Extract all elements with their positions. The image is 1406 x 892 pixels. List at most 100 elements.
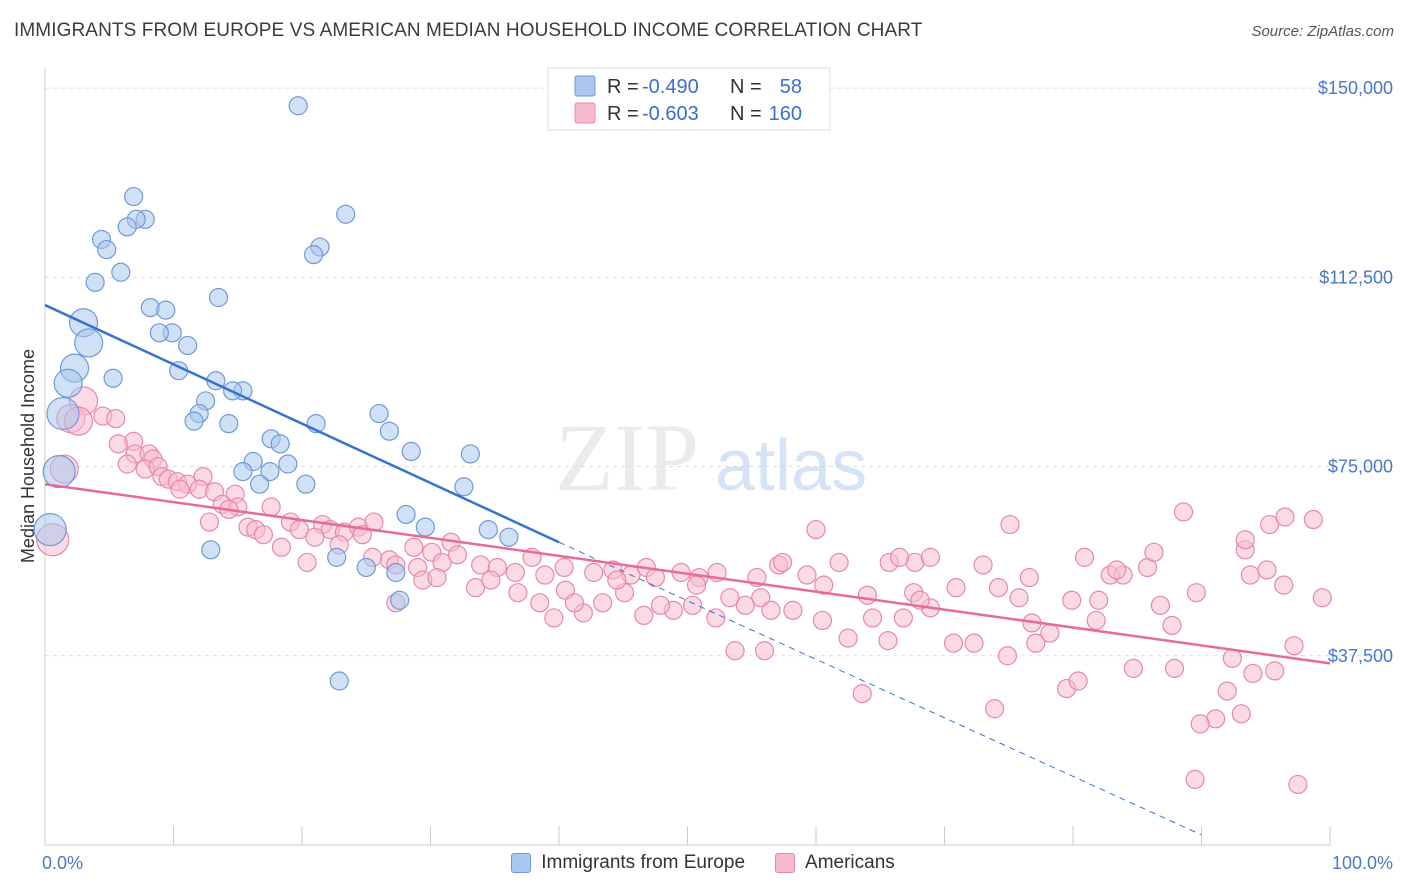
immigrants-point-17 — [149, 323, 169, 343]
americans-point-83 — [1074, 547, 1095, 567]
americans-point-122 — [838, 628, 858, 648]
legend-n-label-2: N = — [730, 103, 762, 125]
legend-swatch-americans — [775, 853, 796, 873]
americans-point-131 — [1000, 514, 1020, 535]
americans-point-44 — [404, 537, 424, 557]
immigrants-point-7 — [97, 239, 117, 260]
chart-title: IMMIGRANTS FROM EUROPE VS AMERICAN MEDIA… — [14, 20, 923, 41]
americans-point-57 — [535, 565, 555, 585]
americans-point-138 — [1185, 769, 1205, 790]
americans-point-84 — [1086, 610, 1106, 631]
americans-point-28 — [199, 512, 220, 532]
americans-point-59 — [584, 562, 604, 583]
americans-point-39 — [271, 537, 292, 557]
immigrants-point-51 — [33, 513, 67, 547]
immigrants-point-57 — [329, 671, 349, 691]
americans-point-93 — [1257, 560, 1277, 580]
americans-point-11 — [117, 454, 137, 474]
immigrants-point-22 — [103, 368, 123, 388]
americans-point-31 — [253, 525, 274, 545]
americans-point-150 — [862, 608, 883, 628]
americans-point-88 — [1162, 615, 1182, 636]
americans-point-116 — [720, 588, 740, 608]
immigrants-point-28 — [46, 396, 80, 431]
americans-point-2 — [106, 409, 126, 429]
y-axis-label: Median Household Income — [18, 349, 38, 563]
americans-point-70 — [814, 575, 834, 595]
axes — [44, 68, 1331, 846]
americans-point-6 — [108, 434, 128, 454]
immigrants-point-42 — [233, 461, 253, 482]
americans-point-124 — [878, 631, 898, 651]
legend-r-label-2: R = — [607, 103, 639, 125]
immigrants-point-56 — [390, 590, 410, 610]
americans-point-154 — [1150, 595, 1170, 615]
americans-point-141 — [1243, 663, 1263, 684]
watermark-atlas: atlas — [715, 426, 867, 506]
americans-point-103 — [427, 567, 447, 588]
immigrants-point-45 — [296, 474, 316, 494]
americans-point-157 — [686, 575, 707, 595]
americans-point-76 — [946, 578, 966, 598]
immigrants-point-43 — [260, 461, 280, 482]
americans-point-25 — [261, 497, 281, 517]
americans-point-97 — [1284, 636, 1304, 656]
immigrants-point-53 — [327, 547, 347, 567]
americans-point-129 — [964, 633, 984, 653]
legend-label-immigrants: Immigrants from Europe — [541, 852, 746, 873]
americans-point-145 — [1235, 530, 1255, 550]
watermark: ZIP atlas — [555, 404, 867, 511]
americans-point-107 — [530, 593, 550, 613]
americans-point-67 — [751, 588, 771, 608]
legend-n-value-1: 58 — [780, 76, 802, 98]
americans-point-132 — [1026, 633, 1046, 653]
legend-n-label-1: N = — [730, 76, 762, 98]
americans-point-162 — [1068, 671, 1088, 691]
americans-point-99 — [1231, 704, 1251, 724]
y-tick-label-3: $37,500 — [1328, 646, 1393, 666]
americans-point-146 — [1265, 661, 1285, 681]
americans-point-142 — [1260, 514, 1280, 535]
americans-point-136 — [1123, 658, 1143, 678]
immigrants-point-46 — [454, 477, 474, 497]
americans-point-134 — [1089, 590, 1109, 610]
immigrants-point-55 — [386, 562, 406, 583]
americans-point-160 — [544, 608, 564, 628]
y-tick-label-2: $75,000 — [1328, 457, 1393, 477]
americans-point-115 — [706, 608, 726, 628]
americans-point-163 — [1164, 658, 1185, 678]
americans-point-161 — [985, 699, 1005, 719]
americans-point-94 — [1274, 575, 1294, 595]
immigrants-point-40 — [42, 454, 76, 489]
immigrants-point-38 — [460, 444, 480, 464]
immigrants-point-0 — [288, 96, 308, 116]
legend-r-value-1: -0.490 — [642, 76, 699, 98]
legend-swatch-blue — [574, 75, 596, 97]
americans-point-148 — [650, 595, 671, 615]
legend-swatch-immigrants — [511, 853, 532, 873]
immigrants-point-24 — [53, 368, 83, 398]
americans-point-117 — [735, 595, 755, 615]
americans-point-47 — [297, 552, 317, 573]
immigrants-point-1 — [124, 186, 144, 207]
immigrants-point-34 — [379, 421, 399, 441]
legend-n-value-2: 160 — [769, 103, 802, 125]
stats-legend: R = -0.490 N = 58 R = -0.603 N = 160 — [547, 67, 831, 131]
immigrants-trend-line — [44, 303, 560, 544]
americans-point-90 — [1186, 583, 1206, 603]
americans-point-158 — [607, 570, 627, 590]
immigrants-point-14 — [156, 300, 176, 320]
immigrants-point-44 — [249, 474, 270, 494]
americans-point-114 — [683, 595, 703, 615]
bottom-legend: Immigrants from Europe Americans — [0, 852, 1406, 874]
immigrants-point-49 — [478, 520, 498, 540]
immigrants-point-54 — [356, 557, 376, 578]
americans-point-159 — [564, 593, 585, 613]
americans-point-125 — [893, 608, 913, 628]
legend-item-immigrants: Immigrants from Europe — [511, 852, 745, 874]
trend-lines — [44, 303, 1331, 836]
legend-swatch-pink — [574, 102, 596, 124]
americans-point-147 — [772, 552, 793, 573]
immigrants-point-30 — [369, 403, 389, 424]
